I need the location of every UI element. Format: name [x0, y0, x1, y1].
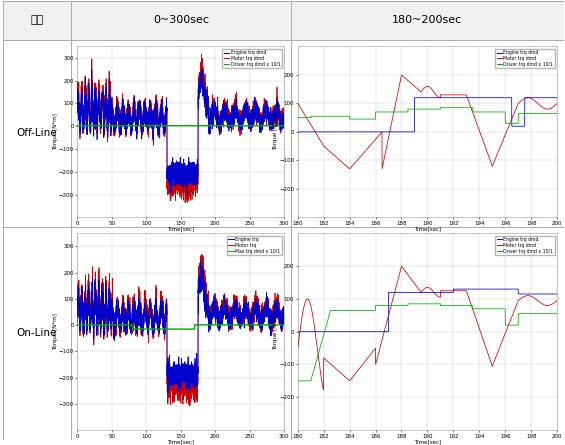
Y-axis label: Torque [N*m]: Torque [N*m] [273, 313, 279, 350]
Y-axis label: Torque [N*m]: Torque [N*m] [53, 313, 58, 350]
Legend: Engine trq dmd, Motor trq dmd, Driver trq dmd x 10/1: Engine trq dmd, Motor trq dmd, Driver tr… [495, 49, 555, 69]
Legend: Engine trq dmd, Motor trq dmd, Driver trq dmd x 10/1: Engine trq dmd, Motor trq dmd, Driver tr… [222, 49, 282, 69]
Text: 0~300sec: 0~300sec [153, 16, 209, 25]
X-axis label: Time[sec]: Time[sec] [414, 439, 441, 444]
Legend: Engine trq, Motor trq, Max trq dmd x 10/1: Engine trq, Motor trq, Max trq dmd x 10/… [227, 236, 282, 255]
Legend: Engine trq dmd, Motor trq dmd, Driver trq dmd x 10/1: Engine trq dmd, Motor trq dmd, Driver tr… [495, 236, 555, 255]
Text: 180~200sec: 180~200sec [392, 16, 463, 25]
X-axis label: Time[sec]: Time[sec] [167, 439, 194, 444]
Text: Off-Line: Off-Line [16, 129, 57, 138]
Y-axis label: Torque [N*m]: Torque [N*m] [53, 113, 58, 150]
Text: On-Line: On-Line [16, 328, 57, 338]
Y-axis label: Torque [N*m]: Torque [N*m] [273, 113, 279, 150]
X-axis label: Time[sec]: Time[sec] [414, 227, 441, 231]
X-axis label: Time[sec]: Time[sec] [167, 227, 194, 231]
Text: 범위: 범위 [30, 16, 44, 25]
Bar [3, 1, 564, 40]
